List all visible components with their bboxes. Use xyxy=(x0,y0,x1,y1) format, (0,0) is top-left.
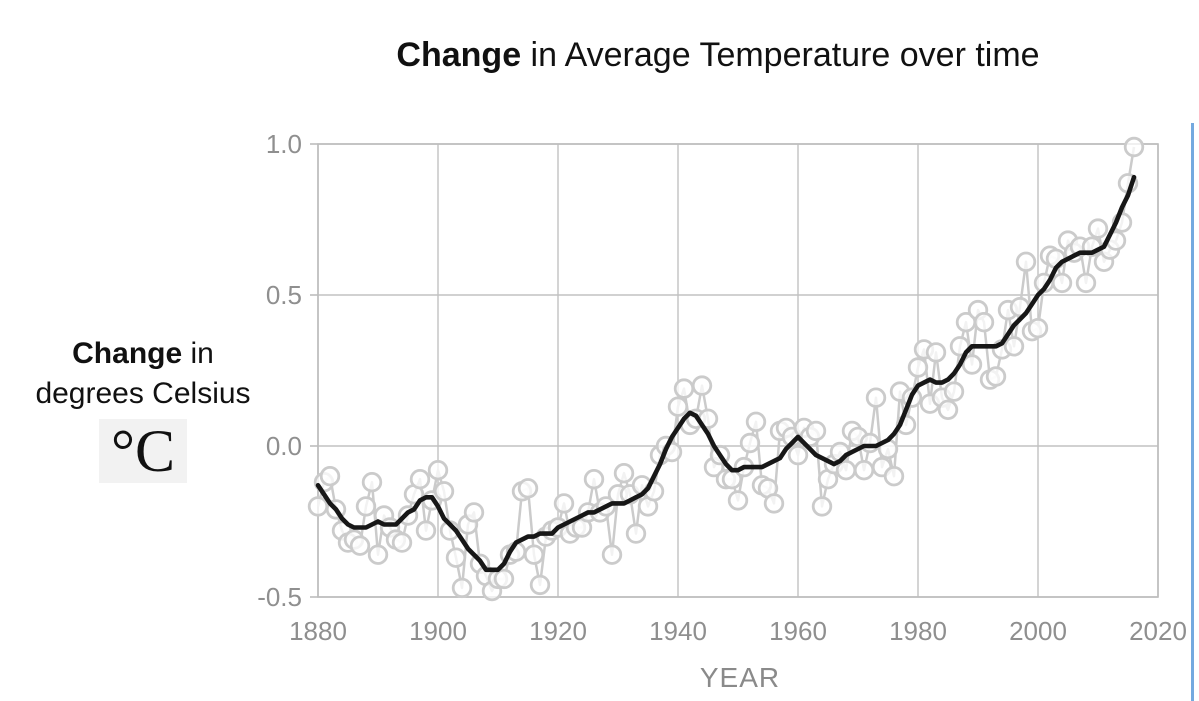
annual-point-1963 xyxy=(805,420,827,442)
annual-point-1901 xyxy=(433,481,455,502)
annual-point-1926 xyxy=(583,469,605,490)
annual-point-1985 xyxy=(937,399,959,421)
annual-point-2000 xyxy=(1027,318,1049,339)
annual-point-1933 xyxy=(625,523,647,544)
annual-point-2008 xyxy=(1075,272,1097,294)
annual-point-1968 xyxy=(835,460,857,481)
annual-point-1931 xyxy=(613,463,635,484)
x-tick-label-1980: 1980 xyxy=(889,616,947,646)
annual-point-1915 xyxy=(517,478,539,499)
annual-point-1940 xyxy=(667,396,689,417)
annual-point-1998 xyxy=(1015,251,1037,272)
annual-point-1944 xyxy=(691,375,713,396)
annual-point-1904 xyxy=(451,577,473,599)
x-tick-label-2020: 2020 xyxy=(1129,616,1187,646)
annual-point-1889 xyxy=(361,472,383,493)
x-tick-label-1920: 1920 xyxy=(529,616,587,646)
annual-point-1887 xyxy=(349,535,371,556)
annual-point-1888 xyxy=(355,496,377,517)
annual-point-1890 xyxy=(367,544,389,565)
annual-point-1972 xyxy=(859,432,881,454)
annual-series-line xyxy=(316,146,1136,593)
annual-point-1993 xyxy=(985,366,1007,387)
chart-title: Change in Average Temperature over time xyxy=(258,36,1178,75)
annual-point-1991 xyxy=(973,312,995,333)
x-tick-label-1940: 1940 xyxy=(649,616,707,646)
annual-point-1880 xyxy=(307,496,329,517)
y-tick-label-0.5: 0.5 xyxy=(266,280,302,310)
annual-point-1983 xyxy=(925,342,947,363)
annual-point-1960 xyxy=(787,444,809,466)
annual-point-1973 xyxy=(865,387,887,408)
annual-point-1950 xyxy=(727,490,749,511)
annual-point-1956 xyxy=(763,493,785,514)
y-axis-label-line1-bold: Change xyxy=(72,337,183,370)
annual-point-1952 xyxy=(739,432,761,454)
annual-point-2016 xyxy=(1123,136,1145,158)
y-tick-label--0.5: -0.5 xyxy=(257,582,302,612)
annual-point-1921 xyxy=(553,493,575,514)
y-axis-label-line1-rest: in xyxy=(182,337,214,370)
annual-point-1898 xyxy=(415,520,437,541)
annual-point-1976 xyxy=(883,466,905,487)
annual-point-1980 xyxy=(907,357,929,378)
annual-point-1894 xyxy=(391,532,413,553)
plot-border xyxy=(317,143,1159,598)
annual-point-1906 xyxy=(463,502,485,523)
celsius-unit-badge: °C xyxy=(98,419,187,483)
x-tick-label-1960: 1960 xyxy=(769,616,827,646)
annual-point-1916 xyxy=(523,544,545,565)
annual-point-1986 xyxy=(943,381,965,402)
y-tick-label-1.0: 1.0 xyxy=(266,129,302,159)
annual-point-1897 xyxy=(409,469,431,490)
x-tick-label-2000: 2000 xyxy=(1009,616,1067,646)
annual-point-1989 xyxy=(961,354,983,375)
annual-point-1917 xyxy=(529,574,551,596)
annual-point-1996 xyxy=(1003,336,1025,357)
y-axis-label: Change in degrees Celsius °C xyxy=(16,334,270,483)
annual-point-1971 xyxy=(853,460,875,481)
annual-point-1929 xyxy=(601,544,623,565)
smoothed-series-line xyxy=(315,174,1137,573)
y-tick-label-0.0: 0.0 xyxy=(266,431,302,461)
annual-point-1941 xyxy=(673,378,695,399)
chart-title-bold-word: Change xyxy=(396,36,522,74)
annual-point-2010 xyxy=(1087,218,1109,239)
annual-point-1903 xyxy=(445,547,467,568)
y-axis-label-line1: Change in xyxy=(16,334,270,374)
annual-point-1953 xyxy=(745,411,767,433)
annual-point-1900 xyxy=(427,460,449,481)
x-tick-label-1900: 1900 xyxy=(409,616,467,646)
y-axis-label-line2: degrees Celsius xyxy=(35,377,251,410)
annual-point-1964 xyxy=(811,496,833,517)
x-axis-title: YEAR xyxy=(699,662,781,693)
vertical-blue-line xyxy=(1191,123,1194,701)
annual-point-1911 xyxy=(493,568,515,590)
x-tick-label-1880: 1880 xyxy=(289,616,347,646)
annual-point-2004 xyxy=(1051,272,1073,294)
chart-title-rest: in Average Temperature over time xyxy=(521,36,1040,74)
annual-point-1882 xyxy=(319,466,341,487)
